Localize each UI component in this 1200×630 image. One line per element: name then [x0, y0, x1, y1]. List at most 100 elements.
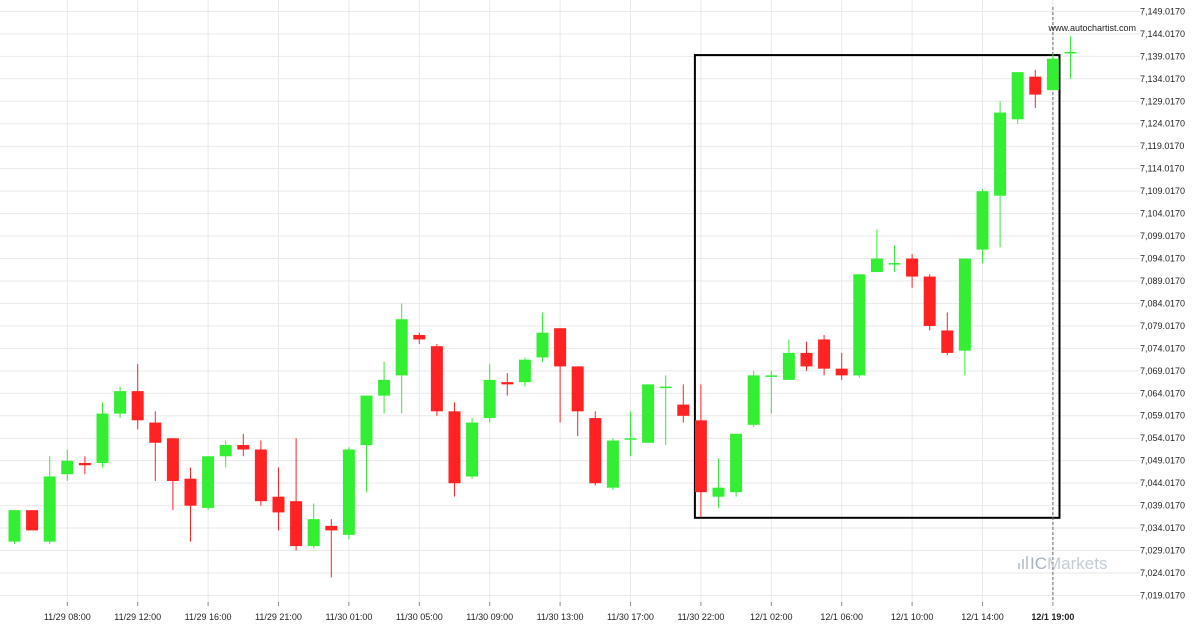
y-tick-label: 7,099.0170: [1140, 231, 1185, 241]
candle-body: [906, 258, 919, 277]
y-tick-label: 7,109.0170: [1140, 186, 1185, 196]
candle-body: [360, 395, 373, 446]
pattern-box-layer: [693, 7, 1061, 602]
candle-bear: [430, 343, 443, 416]
candle-body: [818, 339, 831, 369]
candle-bull: [712, 458, 725, 508]
candle-body: [606, 440, 619, 488]
y-tick-label: 7,059.0170: [1140, 411, 1185, 421]
x-tick-label: 11/30 05:00: [396, 612, 443, 622]
candle-body: [342, 449, 355, 535]
y-tick-label: 7,104.0170: [1140, 209, 1185, 219]
y-tick-label: 7,094.0170: [1140, 254, 1185, 264]
candle-bear: [149, 411, 162, 481]
candle-bull: [342, 447, 355, 540]
brand-name: ICMarkets: [1030, 554, 1107, 573]
candle-bear: [26, 510, 39, 531]
candle-body: [958, 258, 971, 351]
candle-bear: [906, 254, 919, 288]
x-tick-label: 11/30 22:00: [677, 612, 724, 622]
candle-bull: [466, 418, 479, 479]
candle-body: [782, 352, 795, 380]
candle-bear: [131, 364, 144, 430]
candle-body: [870, 258, 883, 273]
candle-bull: [43, 456, 56, 544]
candle-body: [413, 334, 426, 340]
x-tick-label: 11/30 17:00: [607, 612, 654, 622]
candle-body: [78, 462, 91, 466]
candle-body: [466, 422, 479, 477]
candle-body: [694, 420, 707, 493]
candle-body: [219, 445, 232, 457]
candle-bear: [589, 411, 602, 486]
candle-bear: [78, 456, 91, 475]
candle-body: [888, 263, 901, 265]
candle-body: [448, 411, 461, 484]
candle-bull: [958, 258, 971, 376]
candle-bull: [659, 375, 672, 446]
candle-body: [518, 359, 531, 383]
candle-body: [1064, 51, 1077, 54]
candle-body: [8, 510, 21, 542]
pattern-box: [693, 54, 1061, 519]
candle-body: [941, 330, 954, 353]
candle-bear: [272, 467, 285, 531]
candle-body: [378, 379, 391, 396]
candle-body: [536, 332, 549, 358]
candle-body: [624, 438, 637, 440]
candle-body: [642, 384, 655, 443]
y-tick-label: 7,044.0170: [1140, 478, 1185, 488]
candle-body: [800, 352, 813, 367]
candle-body: [571, 366, 584, 412]
y-tick-label: 7,054.0170: [1140, 433, 1185, 443]
y-tick-label: 7,089.0170: [1140, 276, 1185, 286]
y-axis: 7,149.0170 7,144.0170 7,139.0170 7,134.0170…: [1140, 6, 1185, 600]
x-axis: 11/29 08:00 11/29 12:00 11/29 16:00 11/29 2…: [44, 602, 1074, 622]
candle-body: [1029, 76, 1042, 95]
candle-body: [1011, 72, 1024, 120]
candle-bull: [642, 384, 655, 443]
candle-bull: [606, 438, 619, 490]
candle-bull: [61, 449, 74, 481]
candle-body: [589, 418, 602, 484]
y-tick-label: 7,024.0170: [1140, 568, 1185, 578]
y-tick-label: 7,069.0170: [1140, 366, 1185, 376]
candle-bull: [976, 188, 989, 264]
candle-bear: [237, 433, 250, 457]
y-tick-label: 7,019.0170: [1140, 590, 1185, 600]
candle-bear: [166, 438, 179, 511]
candle-bull: [870, 229, 883, 273]
x-tick-label: 11/30 01:00: [325, 612, 372, 622]
candle-bull: [853, 274, 866, 378]
y-tick-label: 7,034.0170: [1140, 523, 1185, 533]
y-tick-label: 7,049.0170: [1140, 456, 1185, 466]
y-tick-label: 7,139.0170: [1140, 51, 1185, 61]
brand-logo: ICMarkets: [1018, 554, 1107, 573]
candle-bear: [818, 334, 831, 376]
candle-body: [307, 519, 320, 547]
candle-bear: [694, 384, 707, 517]
candle-bear: [254, 440, 267, 506]
candle-body: [149, 422, 162, 443]
candle-body: [730, 433, 743, 493]
candle-body: [166, 438, 179, 481]
candle-bear: [800, 341, 813, 371]
candle-bull: [1064, 36, 1077, 79]
candle-body: [994, 112, 1007, 196]
x-tick-label: 12/1 14:00: [961, 612, 1004, 622]
y-tick-label: 7,144.0170: [1140, 29, 1185, 39]
candle-body: [976, 191, 989, 250]
x-tick-label: 12/1 19:00: [1031, 612, 1074, 622]
candle-bear: [325, 519, 338, 578]
x-tick-label: 11/29 21:00: [255, 612, 302, 622]
candle-bull: [518, 357, 531, 387]
candle-body: [923, 276, 936, 326]
candle-bear: [1029, 69, 1042, 109]
candle-bull: [765, 370, 778, 414]
candles: [8, 36, 1077, 578]
candle-bull: [378, 361, 391, 414]
candle-bear: [290, 438, 303, 551]
y-tick-label: 7,039.0170: [1140, 501, 1185, 511]
grid: [0, 0, 1140, 602]
y-tick-label: 7,124.0170: [1140, 119, 1185, 129]
